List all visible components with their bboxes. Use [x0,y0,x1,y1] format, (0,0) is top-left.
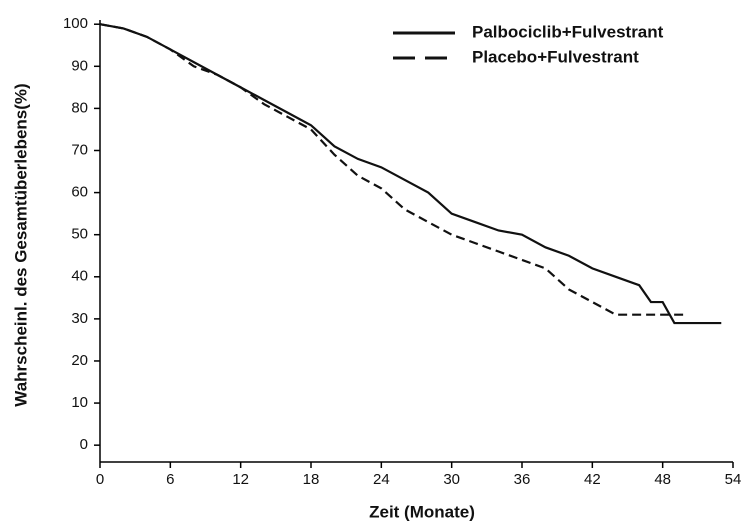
y-tick-label: 20 [71,352,88,369]
legend-label: Palbociclib+Fulvestrant [472,22,664,41]
x-tick-label: 0 [96,471,104,488]
x-axis-label: Zeit (Monate) [369,502,475,521]
y-tick-label: 90 [71,57,88,74]
x-tick-label: 54 [725,471,741,488]
x-tick-label: 24 [373,471,390,488]
survival-curve [99,23,722,325]
y-tick-label: 10 [71,394,88,411]
y-tick-label: 0 [80,436,88,453]
y-tick-label: 40 [71,268,88,285]
y-tick-label: 70 [71,141,88,158]
y-axis-label: Wahrscheinl. des Gesamtüberlebens(%) [11,83,30,406]
y-tick-label: 100 [63,15,88,32]
x-tick-label: 48 [654,471,671,488]
survival-curve [99,23,687,316]
y-tick-label: 50 [71,226,88,243]
x-tick-label: 18 [303,471,320,488]
y-tick-label: 60 [71,184,88,201]
y-tick-label: 30 [71,310,88,327]
x-tick-label: 42 [584,471,601,488]
x-tick-label: 36 [514,471,531,488]
y-tick-label: 80 [71,99,88,116]
x-tick-label: 12 [232,471,249,488]
x-tick-label: 6 [166,471,174,488]
legend-label: Placebo+Fulvestrant [472,47,639,66]
x-tick-label: 30 [443,471,460,488]
